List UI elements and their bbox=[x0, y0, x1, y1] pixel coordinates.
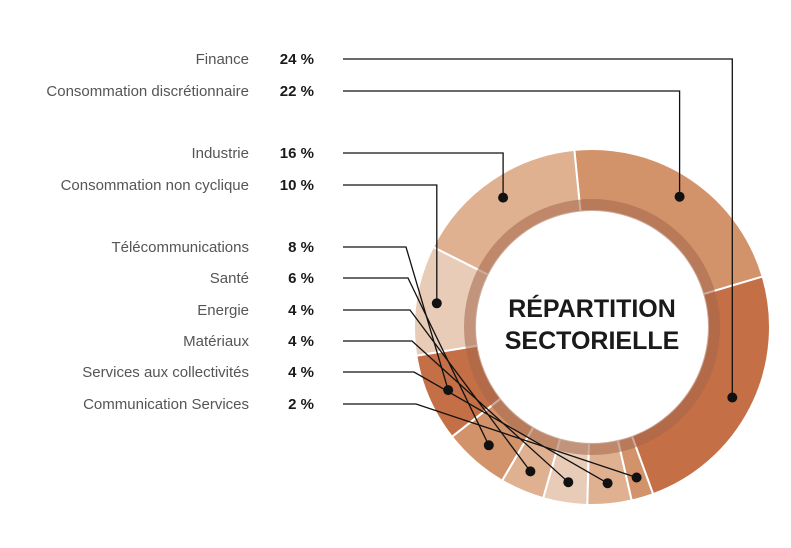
value-label-6: 4 % bbox=[288, 302, 314, 319]
value-label-4: 8 % bbox=[288, 239, 314, 256]
leader-dot-8 bbox=[602, 478, 613, 489]
leader-line-7 bbox=[343, 340, 569, 483]
slice-1 bbox=[573, 148, 764, 296]
category-label-9: Communication Services bbox=[83, 396, 249, 413]
leader-line-0 bbox=[343, 58, 733, 398]
leader-dot-1 bbox=[674, 191, 685, 202]
leader-dot-5 bbox=[483, 440, 494, 451]
category-label-3: Consommation non cyclique bbox=[61, 177, 249, 194]
value-label-9: 2 % bbox=[288, 396, 314, 413]
leader-dot-0 bbox=[727, 392, 738, 403]
category-label-6: Energie bbox=[197, 302, 249, 319]
category-labels: Finance 24 % Consommation discrétionnaire 2… bbox=[46, 51, 314, 413]
value-label-2: 16 % bbox=[280, 145, 314, 162]
slice-7 bbox=[542, 437, 590, 506]
category-label-2: Industrie bbox=[191, 145, 249, 162]
category-label-1: Consommation discrétionnaire bbox=[46, 83, 249, 100]
leader-dot-9 bbox=[631, 472, 642, 483]
center-title-line-2: SECTORIELLE bbox=[505, 327, 680, 355]
category-label-8: Services aux collectivités bbox=[82, 364, 249, 381]
category-label-7: Matériaux bbox=[183, 333, 249, 350]
leader-line-6 bbox=[343, 309, 531, 472]
value-label-3: 10 % bbox=[280, 177, 314, 194]
leader-line-1 bbox=[343, 90, 681, 197]
leader-line-2 bbox=[343, 152, 504, 198]
center-title-line-1: RÉPARTITION bbox=[508, 294, 676, 323]
leader-dot-6 bbox=[525, 466, 536, 477]
value-label-7: 4 % bbox=[288, 333, 314, 350]
leader-dot-2 bbox=[498, 192, 509, 203]
leader-dot-7 bbox=[563, 477, 574, 488]
value-label-1: 22 % bbox=[280, 83, 314, 100]
slice-2 bbox=[431, 148, 582, 277]
leader-line-5 bbox=[343, 277, 490, 446]
category-label-0: Finance bbox=[196, 51, 249, 68]
leader-line-3 bbox=[343, 184, 438, 304]
value-label-8: 4 % bbox=[288, 364, 314, 381]
value-label-0: 24 % bbox=[280, 51, 314, 68]
category-label-4: Télécommunications bbox=[111, 239, 249, 256]
category-label-5: Santé bbox=[210, 270, 249, 287]
leader-line-9 bbox=[343, 403, 637, 479]
value-label-5: 6 % bbox=[288, 270, 314, 287]
leader-lines bbox=[343, 58, 738, 489]
leader-dot-3 bbox=[431, 298, 442, 309]
